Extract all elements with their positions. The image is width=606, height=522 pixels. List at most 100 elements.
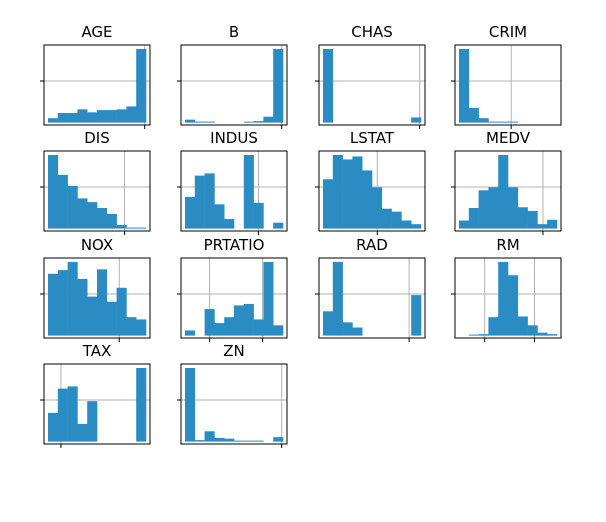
histogram-bar: [332, 155, 343, 229]
histogram-panel-b: B: [177, 23, 288, 129]
histogram-bar: [381, 208, 392, 229]
histogram-panel-nox: NOX: [40, 236, 151, 342]
panel-frame: [454, 44, 562, 126]
histogram-panel-tax: TAX: [40, 342, 151, 448]
histogram-bar: [116, 109, 127, 123]
panel-title-rad: RAD: [356, 236, 388, 254]
histogram-bar: [478, 190, 489, 229]
histogram-bar: [87, 202, 98, 229]
panel-title-age: AGE: [81, 23, 112, 41]
histogram-bar: [194, 175, 205, 229]
histogram-bar: [468, 107, 479, 123]
histogram-bar: [57, 113, 68, 123]
panel-frame: [318, 150, 426, 232]
histogram-bar: [263, 262, 274, 336]
histogram-bar: [87, 401, 98, 442]
histogram-bar: [234, 440, 245, 442]
histogram-bar: [537, 224, 548, 229]
histogram-bar: [224, 219, 235, 229]
histogram-bar: [87, 296, 98, 336]
panel-title-tax: TAX: [82, 342, 112, 360]
histogram-bar: [352, 327, 363, 336]
histogram-bar: [126, 317, 137, 336]
histogram-bar: [362, 170, 373, 229]
histogram-bar: [57, 174, 68, 229]
histogram-bar: [508, 121, 519, 123]
histogram-bar: [185, 330, 196, 336]
histogram-bar: [459, 49, 470, 123]
histogram-panel-age: AGE: [40, 23, 151, 129]
histogram-bar: [185, 368, 196, 442]
histogram-bar: [527, 325, 538, 336]
panel-frame: [318, 44, 426, 126]
histogram-bar: [97, 207, 108, 229]
panel-frame: [454, 257, 562, 339]
histogram-bar: [468, 334, 479, 336]
histogram-bar: [97, 110, 108, 123]
histogram-bar: [234, 305, 245, 336]
histogram-bar: [459, 220, 470, 229]
histogram-bar: [185, 196, 196, 229]
histogram-bar: [57, 388, 68, 442]
histogram-bar: [116, 287, 127, 336]
histogram-bar: [547, 334, 558, 336]
histogram-bar: [126, 106, 137, 123]
histogram-bar: [323, 49, 334, 123]
histogram-bar: [411, 117, 422, 123]
histogram-bar: [478, 118, 489, 123]
histogram-bar: [243, 440, 254, 442]
histogram-bar: [48, 155, 59, 229]
histogram-bar: [517, 316, 528, 336]
histogram-bar: [48, 412, 59, 442]
histogram-bar: [48, 118, 59, 123]
histogram-bar: [352, 156, 363, 229]
panel-title-dis: DIS: [84, 129, 110, 147]
histogram-panel-medv: MEDV: [451, 129, 562, 235]
panel-frame: [180, 257, 288, 339]
panel-frame: [43, 257, 151, 339]
histogram-bar: [332, 262, 343, 336]
histogram-bar: [77, 278, 88, 336]
histogram-bar: [273, 49, 284, 123]
histogram-panel-indus: INDUS: [177, 129, 288, 235]
histogram-panel-rm: RM: [451, 236, 562, 342]
histogram-bar: [253, 319, 264, 336]
panel-frame: [43, 363, 151, 445]
panel-frame: [180, 150, 288, 232]
histogram-bar: [136, 368, 147, 442]
panel-title-lstat: LSTAT: [350, 129, 395, 147]
histogram-bar: [77, 198, 88, 229]
histogram-bar: [498, 121, 509, 123]
histogram-panel-lstat: LSTAT: [315, 129, 426, 235]
panel-frame: [318, 257, 426, 339]
histogram-bar: [106, 213, 117, 229]
histogram-bar: [106, 110, 117, 123]
histogram-panel-zn: ZN: [177, 342, 288, 448]
histogram-bar: [67, 262, 78, 336]
histogram-bar: [204, 309, 215, 336]
histogram-bar: [224, 438, 235, 442]
panel-title-medv: MEDV: [486, 129, 531, 147]
histogram-bar: [224, 317, 235, 336]
histogram-bar: [57, 270, 68, 336]
histogram-bar: [204, 431, 215, 442]
histogram-bar: [372, 187, 383, 229]
histogram-bar: [136, 319, 147, 336]
histogram-bar: [136, 227, 147, 229]
histogram-bar: [488, 187, 499, 229]
panel-title-nox: NOX: [81, 236, 113, 254]
panel-frame: [43, 150, 151, 232]
histogram-bar: [194, 440, 205, 442]
histogram-panel-rad: RAD: [315, 236, 426, 342]
histogram-bar: [468, 207, 479, 229]
histogram-bar: [253, 121, 264, 123]
histogram-bar: [478, 334, 489, 336]
histogram-bar: [126, 227, 137, 229]
histogram-bar: [498, 155, 509, 229]
panel-title-b: B: [229, 23, 239, 41]
histogram-bar: [411, 224, 422, 229]
histogram-bar: [243, 155, 254, 229]
histogram-bar: [194, 121, 205, 123]
panel-frame: [454, 150, 562, 232]
